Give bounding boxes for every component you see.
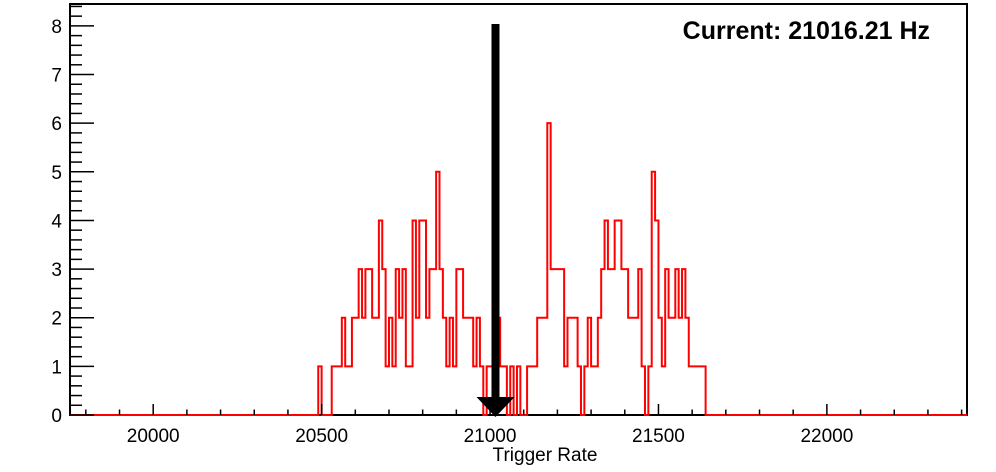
y-tick-label: 4 [51,211,62,232]
x-axis-title: Trigger Rate [492,445,598,466]
current-rate-label: Current: 21016.21 Hz [682,17,930,45]
y-tick-label: 6 [51,114,62,135]
histogram-line [70,122,967,416]
x-tick-label: 21000 [464,426,517,447]
y-tick-label: 5 [51,163,62,184]
y-tick-label: 1 [51,357,62,378]
x-axis: 20000 20500 21000 21500 22000 [85,404,963,447]
x-tick-label: 21500 [632,426,685,447]
arrow-shaft [491,24,500,399]
current-rate-arrow [476,24,515,417]
plot-frame [69,3,968,416]
arrow-head [476,397,515,417]
x-tick-label: 22000 [800,426,853,447]
frame-border [69,3,968,416]
y-tick-label: 2 [51,309,62,330]
y-tick-label: 0 [51,406,62,427]
y-tick-label: 3 [51,260,62,281]
x-tick-label: 20000 [127,426,180,447]
x-tick-label: 20500 [295,426,348,447]
y-tick-label: 7 [51,66,62,87]
y-axis: 0 1 2 3 4 5 6 7 8 [51,5,94,427]
y-tick-label: 8 [51,17,62,38]
